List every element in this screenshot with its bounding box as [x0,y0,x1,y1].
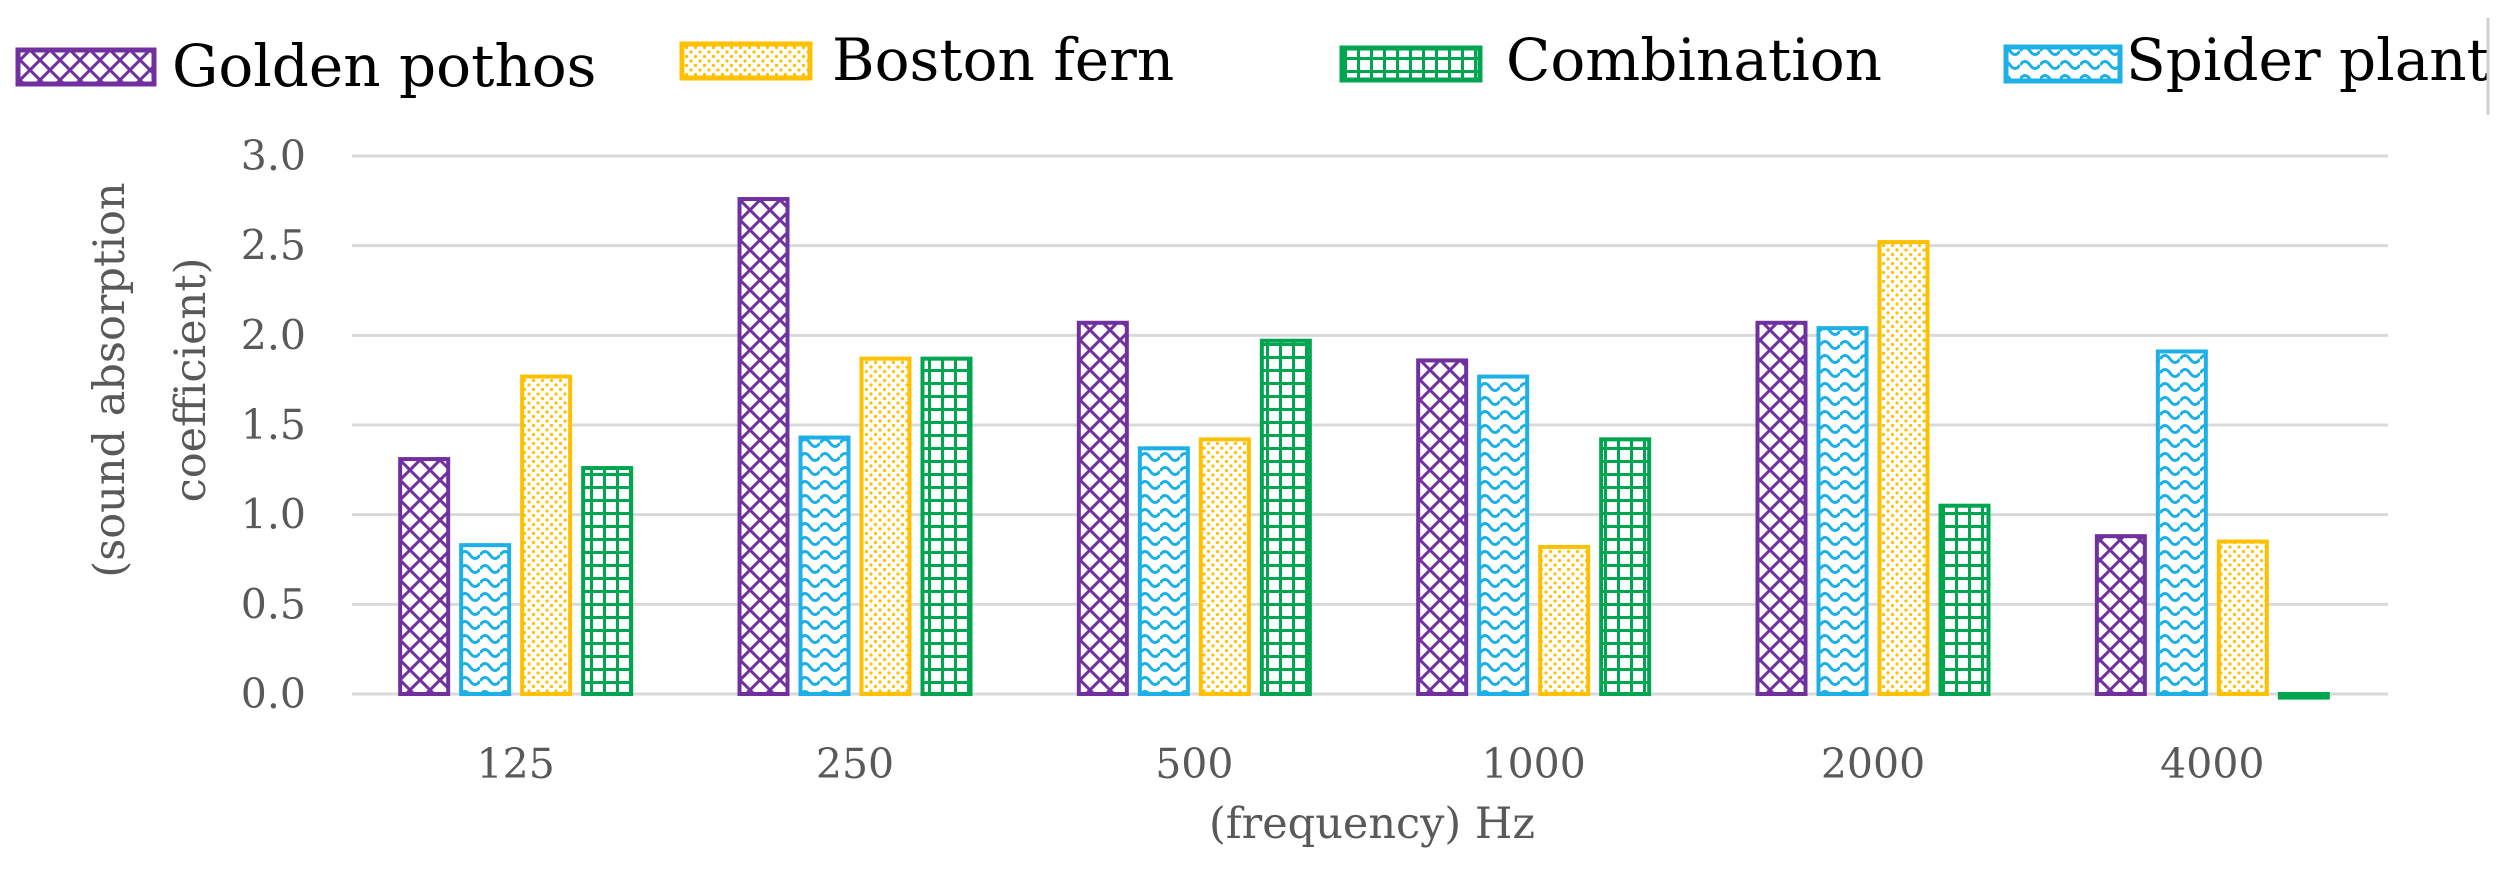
bar-golden-pothos-500 [1076,320,1129,696]
bar-boston-fern-250 [859,356,912,696]
legend-item-spider-plant[interactable]: Spider plant [2003,26,2490,94]
bar-combination-125 [581,466,634,697]
legend: Golden pothos Boston fern Combination Sp… [15,18,2490,115]
legend-item-golden-pothos[interactable]: Golden pothos [15,32,596,100]
y-axis-ticks: 0.0 0.5 1.0 1.5 2.0 2.5 3.0 [241,132,306,718]
bar-golden-pothos-125 [398,457,451,696]
y-axis-title-line-2: coefficient) [166,258,216,503]
legend-label-golden-pothos: Golden pothos [172,32,596,100]
legend-label-combination: Combination [1506,26,1882,94]
bar-boston-fern-4000 [2216,539,2269,696]
bar-golden-pothos-4000 [2094,534,2147,696]
bar-spider-plant-4000 [2155,349,2208,696]
x-tick-label: 500 [1155,740,1233,788]
x-tick-label: 1000 [1481,740,1585,788]
legend-item-boston-fern[interactable]: Boston fern [679,26,1174,94]
x-tick-label: 4000 [2160,740,2264,788]
bar-boston-fern-125 [520,374,573,696]
x-axis-title: (frequency) Hz [1209,799,1535,849]
bar-boston-fern-1000 [1538,544,1591,696]
y-tick-label: 1.5 [241,401,306,449]
bars [398,197,2330,700]
x-tick-label: 2000 [1821,740,1925,788]
x-tick-label: 250 [816,740,894,788]
legend-swatch-spider-plant [2003,44,2123,84]
y-tick-label: 2.0 [241,311,306,359]
gridlines [352,154,2388,696]
bar-combination-500 [1259,338,1312,696]
legend-swatch-boston-fern [679,41,813,81]
legend-label-spider-plant: Spider plant [2126,26,2490,94]
y-tick-label: 0.0 [241,670,306,718]
y-tick-label: 0.5 [241,580,306,628]
bar-spider-plant-1000 [1477,374,1530,696]
legend-label-boston-fern: Boston fern [832,26,1174,94]
x-tick-label: 125 [477,740,555,788]
legend-swatch-combination [1339,45,1483,83]
bar-combination-250 [920,356,973,696]
legend-item-combination[interactable]: Combination [1339,26,1882,94]
bar-combination-4000 [2277,692,2330,700]
bar-spider-plant-500 [1137,446,1190,696]
bar-combination-1000 [1599,437,1652,697]
y-tick-label: 2.5 [241,222,306,270]
legend-swatch-golden-pothos [15,47,157,87]
bar-golden-pothos-250 [737,197,790,696]
bar-golden-pothos-2000 [1755,320,1808,696]
bar-golden-pothos-1000 [1416,358,1469,696]
bar-spider-plant-250 [798,435,851,696]
y-axis-title-line-1: (sound absorption [85,182,135,577]
x-axis-ticks: 125 250 500 1000 2000 4000 [477,740,2265,788]
y-tick-label: 1.0 [241,491,306,539]
bar-boston-fern-500 [1198,437,1251,697]
bar-combination-2000 [1938,503,1991,697]
bar-boston-fern-2000 [1877,240,1930,697]
bar-spider-plant-2000 [1816,326,1869,696]
y-tick-label: 3.0 [241,132,306,180]
bar-spider-plant-125 [459,543,512,696]
